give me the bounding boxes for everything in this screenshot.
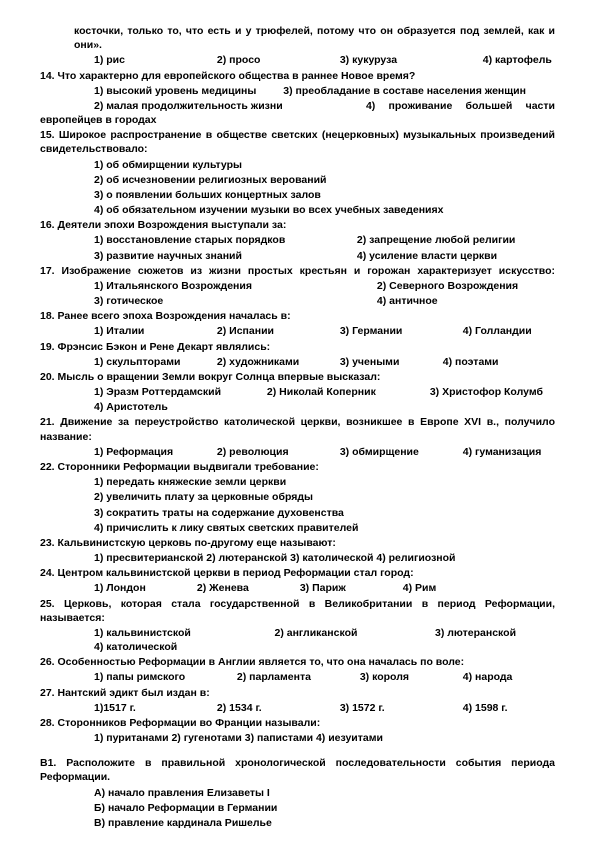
q16-line1: 1) восстановление старых порядков 2) зап… bbox=[40, 233, 555, 247]
q26-stem: 26. Особенностью Реформации в Англии явл… bbox=[40, 655, 555, 669]
q27-options: 1)1517 г. 2) 1534 г. 3) 1572 г. 4) 1598 … bbox=[40, 701, 555, 715]
opt: 1) Эразм Роттердамский bbox=[40, 385, 264, 399]
q19-stem: 19. Фрэнсис Бэкон и Рене Декарт являлись… bbox=[40, 340, 555, 354]
opt: 4) Голландии bbox=[463, 324, 532, 338]
q19-options: 1) скульпторами 2) художниками 3) ученым… bbox=[40, 355, 555, 369]
opt: 2) увеличить плату за церковные обряды bbox=[40, 490, 555, 504]
q22-stem: 22. Сторонники Реформации выдвигали треб… bbox=[40, 460, 555, 474]
intro-text: косточки, только то, что есть и у трюфел… bbox=[40, 24, 555, 52]
q24-options: 1) Лондон 2) Женева 3) Париж 4) Рим bbox=[40, 581, 555, 595]
q17-stem: 17. Изображение сюжетов из жизни простых… bbox=[40, 264, 555, 278]
opt: 4) Рим bbox=[403, 581, 436, 595]
q21-options: 1) Реформация 2) революция 3) обмирщение… bbox=[40, 445, 555, 459]
opt: 2) запрещение любой религии bbox=[357, 234, 515, 246]
b1-stem: В1. Расположите в правильной хронологиче… bbox=[40, 756, 555, 784]
q17-line1: 1) Итальянского Возрождения 2) Северного… bbox=[40, 279, 555, 293]
opt: 2) Испании bbox=[217, 324, 337, 338]
opt: 2) парламента bbox=[237, 670, 357, 684]
opt: 3) сократить траты на содержание духовен… bbox=[40, 506, 555, 520]
opt: 2) об исчезновении религиозных верований bbox=[40, 173, 555, 187]
opt: 1) передать княжеские земли церкви bbox=[40, 475, 555, 489]
q25-options: 1) кальвинистской 2) англиканской 3) лют… bbox=[40, 626, 555, 654]
opt: 1) Реформация bbox=[94, 445, 214, 459]
q17-line2: 3) готическое 4) античное bbox=[40, 294, 555, 308]
opt: 2) художниками bbox=[217, 355, 337, 369]
opt: 2) Женева bbox=[197, 581, 297, 595]
opt: 1) кальвинистской bbox=[94, 626, 234, 640]
q21-stem: 21. Движение за переустройство католичес… bbox=[40, 415, 555, 443]
opt: 2) Николай Коперник bbox=[267, 385, 427, 399]
document-page: косточки, только то, что есть и у трюфел… bbox=[0, 0, 595, 855]
q27-stem: 27. Нантский эдикт был издан в: bbox=[40, 686, 555, 700]
q18-stem: 18. Ранее всего эпоха Возрождения начала… bbox=[40, 309, 555, 323]
spacer bbox=[40, 746, 555, 756]
q16-stem: 16. Деятели эпохи Возрождения выступали … bbox=[40, 218, 555, 232]
opt: 3) Христофор Колумб bbox=[430, 386, 543, 398]
opt: 4) Аристотель bbox=[40, 400, 555, 414]
opt: 2) революция bbox=[217, 445, 337, 459]
opt: 3) готическое bbox=[40, 294, 374, 308]
opt: 3) учеными bbox=[340, 355, 440, 369]
opt: 4) античное bbox=[377, 295, 438, 307]
q14-line2: 2) малая продолжительность жизни 4) прож… bbox=[40, 99, 555, 127]
q14-line1: 1) высокий уровень медицины 3) преоблада… bbox=[40, 84, 555, 98]
opt: 3) Германии bbox=[340, 324, 460, 338]
q20-stem: 20. Мысль о вращении Земли вокруг Солнца… bbox=[40, 370, 555, 384]
opt: 2) просо bbox=[217, 53, 337, 67]
opt: 1) об обмирщении культуры bbox=[40, 158, 555, 172]
opt: 3) обмирщение bbox=[340, 445, 460, 459]
q18-options: 1) Италии 2) Испании 3) Германии 4) Голл… bbox=[40, 324, 555, 338]
opt: 1) высокий уровень медицины bbox=[40, 84, 256, 98]
b1-c: В) правление кардинала Ришелье bbox=[40, 816, 555, 830]
opt: 4) народа bbox=[463, 670, 513, 684]
opt: 4) усиление власти церкви bbox=[357, 250, 497, 262]
opt: 4) причислить к лику святых светских пра… bbox=[40, 521, 555, 535]
opt: 1) рис bbox=[94, 53, 214, 67]
q15-stem: 15. Широкое распространение в обществе с… bbox=[40, 128, 555, 156]
opt: 3) о появлении больших концертных залов bbox=[40, 188, 555, 202]
opt: 3) развитие научных знаний bbox=[40, 249, 354, 263]
q16-line2: 3) развитие научных знаний 4) усиление в… bbox=[40, 249, 555, 263]
opt: 1) восстановление старых порядков bbox=[40, 233, 354, 247]
opt: 1) папы римского bbox=[94, 670, 234, 684]
opt: 3) короля bbox=[360, 670, 460, 684]
opt: 2) малая продолжительность жизни bbox=[40, 99, 283, 113]
opt: 4) гуманизация bbox=[463, 445, 542, 459]
opt: 2) англиканской bbox=[275, 626, 395, 640]
opt: 4) об обязательном изучении музыки во вс… bbox=[40, 203, 555, 217]
opt: 1) Лондон bbox=[94, 581, 194, 595]
opt: 1) Итальянского Возрождения bbox=[40, 279, 374, 293]
opt: 4) картофель bbox=[483, 53, 552, 67]
q24-stem: 24. Центром кальвинистской церкви в пери… bbox=[40, 566, 555, 580]
b1-a: А) начало правления Елизаветы I bbox=[40, 786, 555, 800]
opt: 3) кукуруза bbox=[340, 53, 480, 67]
q26-options: 1) папы римского 2) парламента 3) короля… bbox=[40, 670, 555, 684]
q28-line: 1) пуританами 2) гугенотами 3) папистами… bbox=[40, 731, 555, 745]
opt: 2) Северного Возрождения bbox=[377, 280, 518, 292]
q25-stem: 25. Церковь, которая стала государственн… bbox=[40, 597, 555, 625]
q14-stem: 14. Что характерно для европейского обще… bbox=[40, 69, 555, 83]
opt: 4) поэтами bbox=[443, 355, 499, 369]
q20-line1: 1) Эразм Роттердамский 2) Николай Коперн… bbox=[40, 385, 555, 399]
q23-stem: 23. Кальвинистскую церковь по-другому ещ… bbox=[40, 536, 555, 550]
q23-line: 1) пресвитерианской 2) лютеранской 3) ка… bbox=[40, 551, 555, 565]
opt: 3) Париж bbox=[300, 581, 400, 595]
opt: 2) 1534 г. bbox=[217, 701, 337, 715]
opt: 3) 1572 г. bbox=[340, 701, 460, 715]
opt: 3) преобладание в составе населения женщ… bbox=[283, 85, 526, 97]
opt: 1)1517 г. bbox=[94, 701, 214, 715]
b1-b: Б) начало Реформации в Германии bbox=[40, 801, 555, 815]
q28-stem: 28. Сторонников Реформации во Франции на… bbox=[40, 716, 555, 730]
opt: 3) лютеранской bbox=[435, 626, 555, 640]
opt: 4) католической bbox=[94, 640, 177, 654]
opt: 1) Италии bbox=[94, 324, 214, 338]
opt: 4) 1598 г. bbox=[463, 701, 508, 715]
intro-options: 1) рис 2) просо 3) кукуруза 4) картофель bbox=[40, 53, 555, 67]
opt: 1) скульпторами bbox=[94, 355, 214, 369]
